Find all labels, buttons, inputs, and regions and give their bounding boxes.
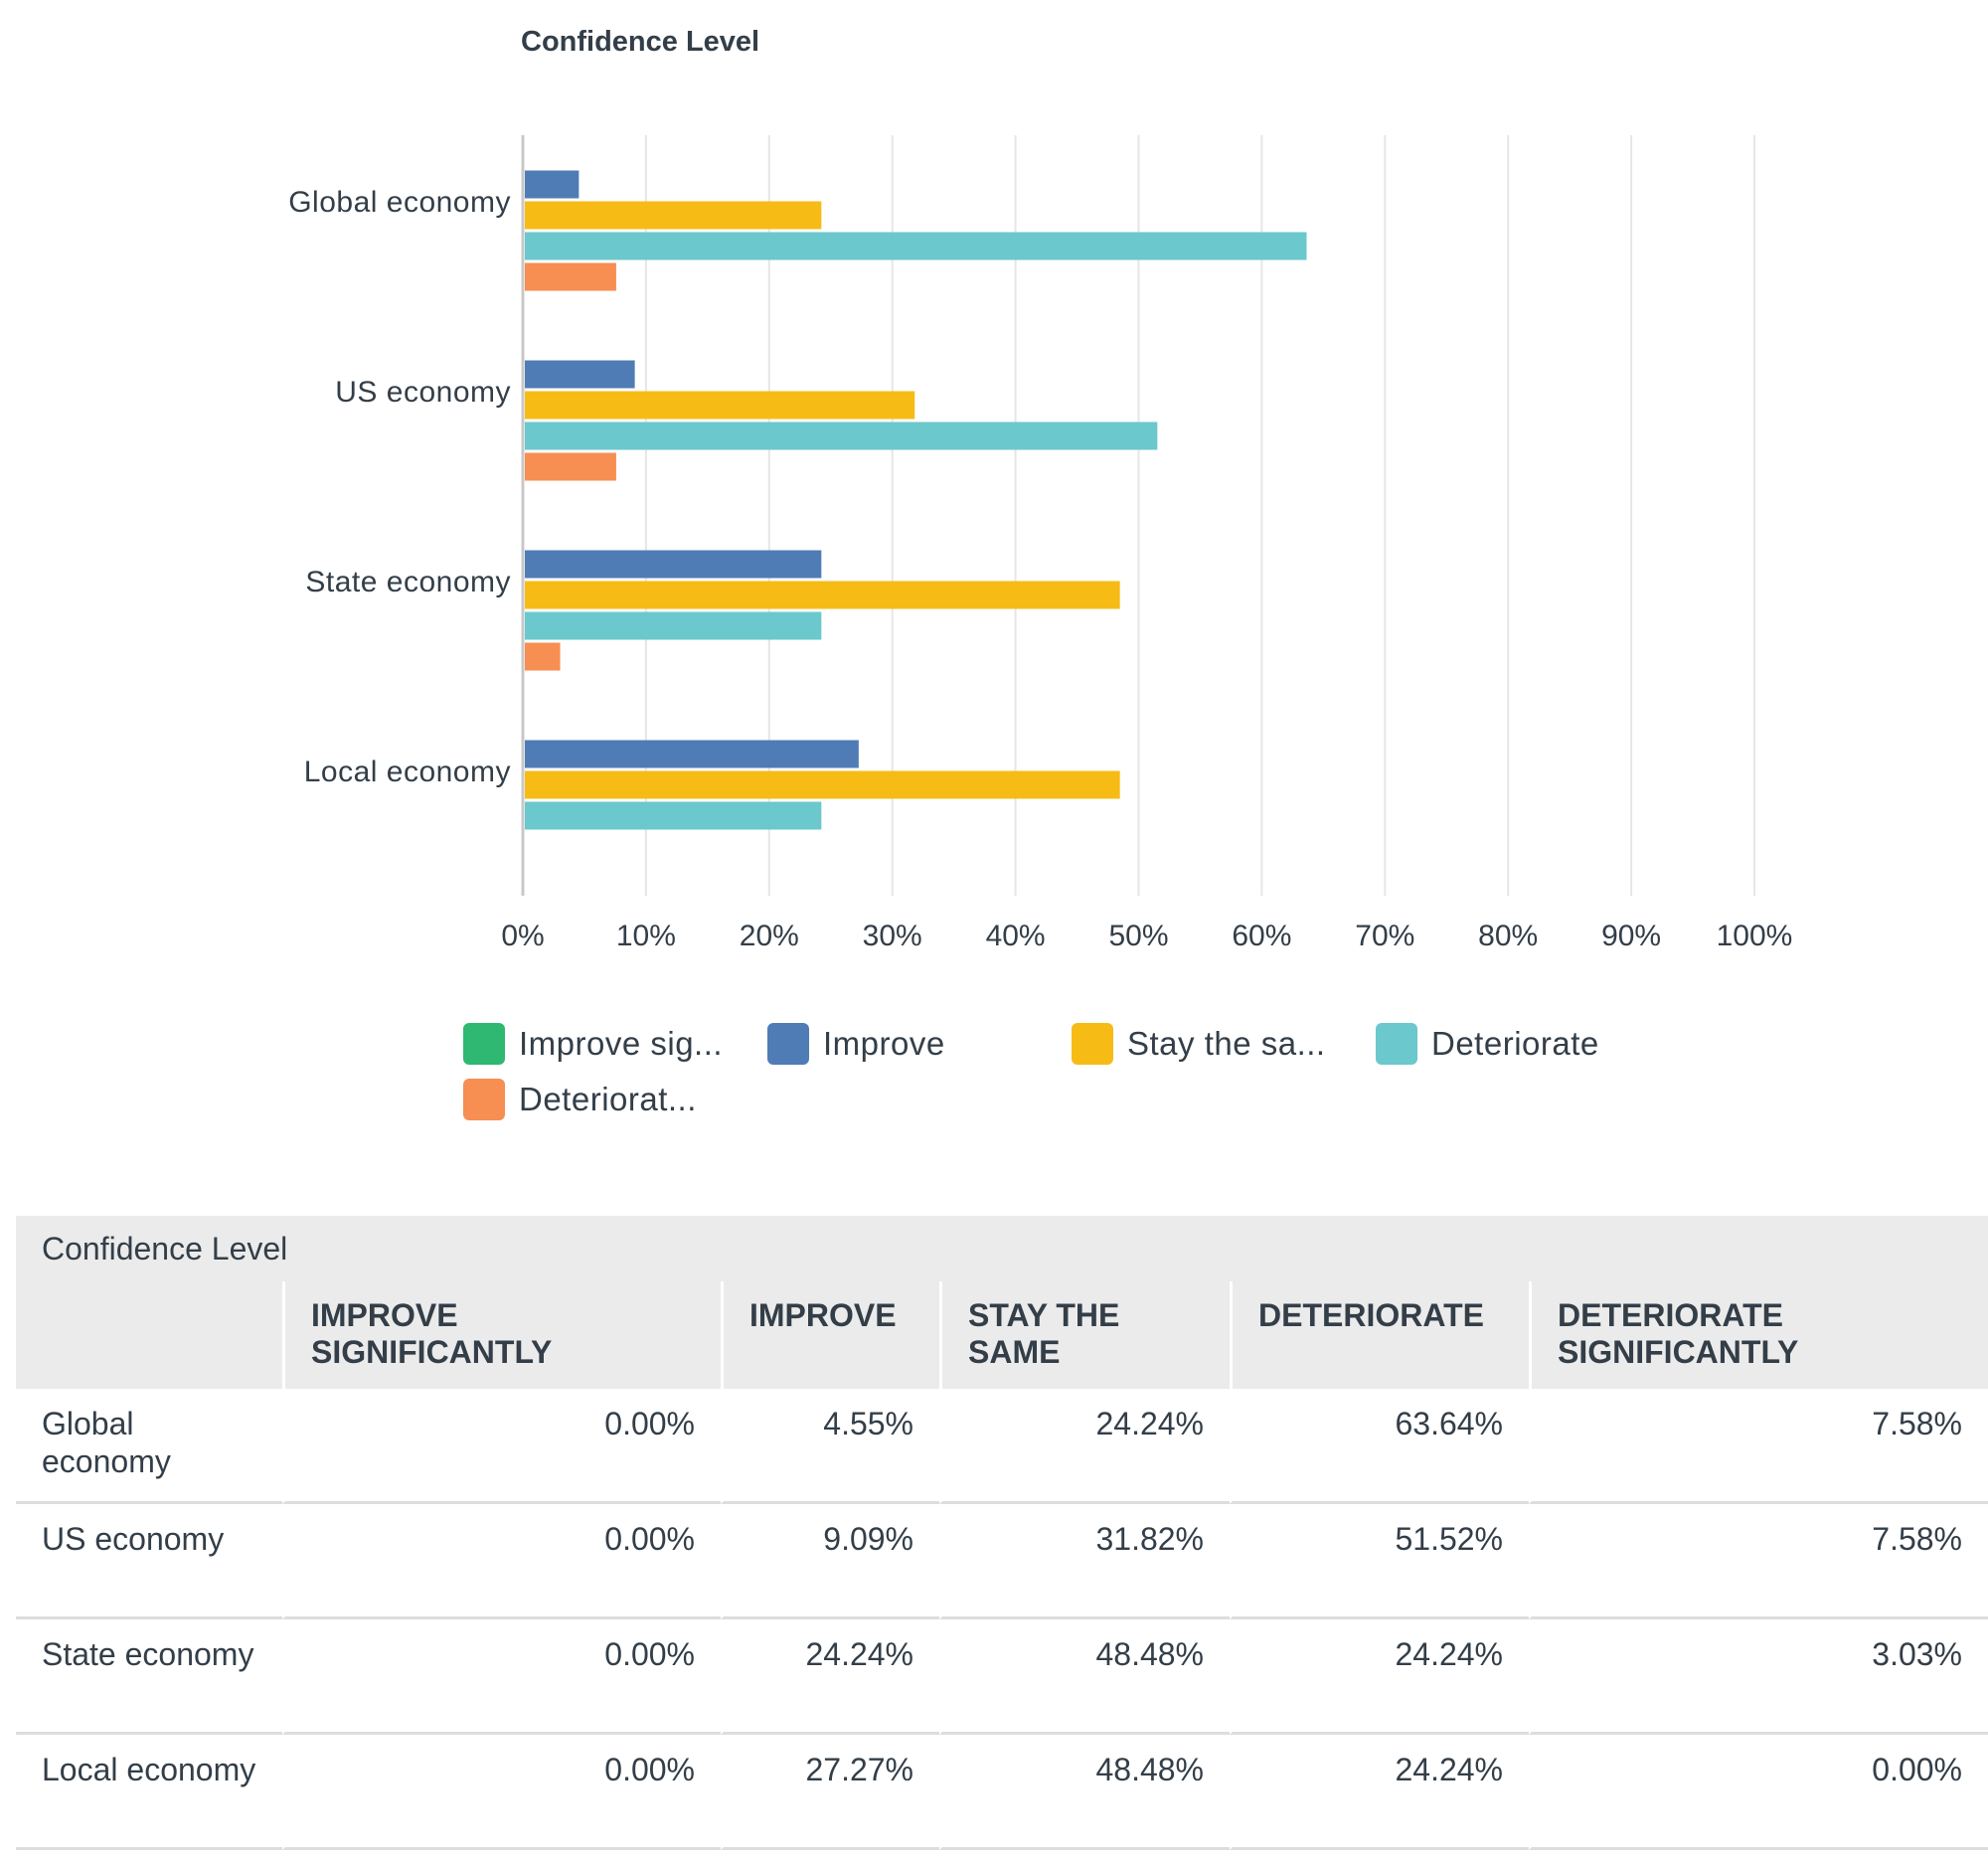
x-tick-label: 70% [1355, 920, 1414, 952]
category-label: US economy [335, 376, 511, 409]
cell-value: 31.82% [939, 1504, 1230, 1619]
table-row: Global economy 0.00% 4.55% 24.24% 63.64%… [16, 1389, 1988, 1504]
bar [525, 770, 1120, 799]
x-tick-label: 100% [1717, 920, 1793, 952]
row-label: US economy [16, 1504, 282, 1619]
x-tick-label: 10% [616, 920, 676, 952]
row-label: Local economy [16, 1735, 282, 1850]
x-tick-label: 30% [863, 920, 922, 952]
legend-swatch-stay-the-same [1072, 1023, 1113, 1065]
cell-value: 9.09% [721, 1504, 939, 1619]
bar [525, 550, 822, 579]
legend-label-improve: Improve [823, 1025, 945, 1062]
row-label: State economy [16, 1619, 282, 1735]
cell-value: 24.24% [1230, 1619, 1529, 1735]
legend-item-deteriorate[interactable]: Deteriorate [1376, 1022, 1599, 1066]
cell-value: 0.00% [282, 1619, 721, 1735]
cell-value: 7.58% [1529, 1504, 1988, 1619]
x-tick-label: 0% [501, 920, 544, 952]
bar [525, 422, 1158, 450]
x-tick-label: 40% [986, 920, 1046, 952]
cell-value: 3.03% [1529, 1619, 1988, 1735]
row-label: Global economy [16, 1389, 282, 1504]
table-title: Confidence Level [16, 1216, 1988, 1281]
x-tick-label: 80% [1478, 920, 1538, 952]
bar [525, 201, 822, 230]
header-stay-the-same[interactable]: STAY THE SAME [939, 1281, 1230, 1389]
legend-item-improve[interactable]: Improve [767, 1022, 945, 1066]
category-label: Global economy [288, 186, 511, 219]
table-row: State economy 0.00% 24.24% 48.48% 24.24%… [16, 1619, 1988, 1735]
legend-label-deteriorate-significantly: Deteriorat... [519, 1081, 697, 1117]
bar [525, 740, 859, 768]
legend-label-stay-the-same: Stay the sa... [1127, 1025, 1326, 1062]
x-tick-label: 90% [1601, 920, 1661, 952]
x-tick-label: 20% [740, 920, 799, 952]
cell-value: 4.55% [721, 1389, 939, 1504]
legend-item-improve-significantly[interactable]: Improve sig... [463, 1022, 723, 1066]
x-tick-label: 60% [1232, 920, 1291, 952]
table-row: Local economy 0.00% 27.27% 48.48% 24.24%… [16, 1735, 1988, 1850]
table-header-row: IMPROVE SIGNIFICANTLY IMPROVE STAY THE S… [16, 1281, 1988, 1389]
bar [525, 391, 915, 420]
bar [525, 801, 822, 830]
legend-label-deteriorate: Deteriorate [1431, 1025, 1599, 1062]
cell-value: 0.00% [282, 1735, 721, 1850]
bar [525, 262, 616, 291]
cell-value: 48.48% [939, 1735, 1230, 1850]
legend-swatch-deteriorate-significantly [463, 1079, 505, 1120]
header-improve-significantly[interactable]: IMPROVE SIGNIFICANTLY [282, 1281, 721, 1389]
legend-swatch-improve-significantly [463, 1023, 505, 1065]
cell-value: 24.24% [939, 1389, 1230, 1504]
bar [525, 360, 635, 389]
legend-item-stay-the-same[interactable]: Stay the sa... [1072, 1022, 1326, 1066]
results-table: Confidence Level IMPROVE SIGNIFICANTLY I… [16, 1216, 1988, 1850]
bar-chart: 0% 10% 20% 30% 40% 50% 60% 70% 80% 90% 100% Global … [288, 135, 1793, 952]
x-tick-label: 50% [1108, 920, 1168, 952]
cell-value: 48.48% [939, 1619, 1230, 1735]
bar [525, 452, 616, 481]
bar [525, 170, 580, 199]
legend-label-improve-significantly: Improve sig... [519, 1025, 724, 1062]
bar [525, 611, 822, 640]
cell-value: 51.52% [1230, 1504, 1529, 1619]
cell-value: 0.00% [1529, 1735, 1988, 1850]
cell-value: 24.24% [721, 1619, 939, 1735]
bar [525, 232, 1307, 260]
chart-title: Confidence Level [521, 26, 760, 58]
table-row: US economy 0.00% 9.09% 31.82% 51.52% 7.5… [16, 1504, 1988, 1619]
cell-value: 27.27% [721, 1735, 939, 1850]
category-label: State economy [305, 566, 511, 598]
bar [525, 642, 561, 671]
cell-value: 0.00% [282, 1389, 721, 1504]
header-improve[interactable]: IMPROVE [721, 1281, 939, 1389]
legend-swatch-improve [767, 1023, 809, 1065]
cell-value: 0.00% [282, 1504, 721, 1619]
header-deteriorate-significantly[interactable]: DETERIORATE SIGNIFICANTLY [1529, 1281, 1988, 1389]
bar [525, 581, 1120, 609]
header-blank [16, 1281, 282, 1389]
category-label: Local economy [304, 756, 511, 788]
cell-value: 63.64% [1230, 1389, 1529, 1504]
cell-value: 24.24% [1230, 1735, 1529, 1850]
cell-value: 7.58% [1529, 1389, 1988, 1504]
legend-item-deteriorate-significantly[interactable]: Deteriorat... [463, 1078, 697, 1121]
header-deteriorate[interactable]: DETERIORATE [1230, 1281, 1529, 1389]
legend-swatch-deteriorate [1376, 1023, 1417, 1065]
